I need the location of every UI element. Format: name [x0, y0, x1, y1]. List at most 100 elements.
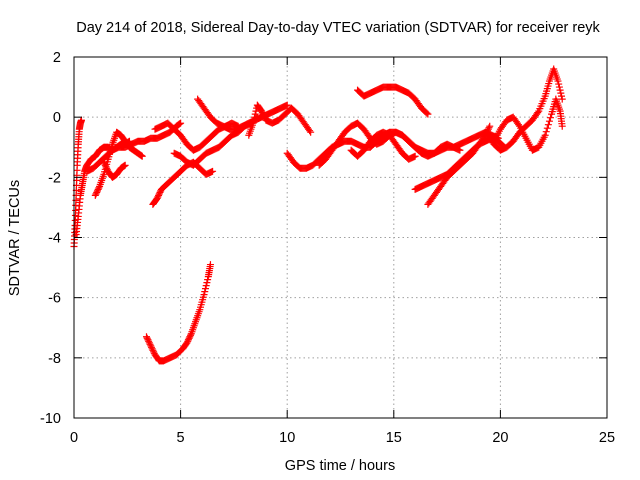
data-point [544, 121, 552, 129]
series-arc-2 [72, 137, 133, 238]
data-point [145, 337, 153, 345]
data-point [187, 331, 195, 339]
y-tick-label: -6 [48, 291, 61, 307]
data-point [541, 131, 549, 139]
data-point [456, 146, 464, 154]
data-point [202, 282, 210, 290]
data-point [184, 336, 192, 344]
chart-title: Day 214 of 2018, Sidereal Day-to-day VTE… [76, 20, 600, 36]
data-point [147, 343, 155, 351]
data-point [149, 346, 157, 354]
series-arc-9 [194, 95, 291, 133]
data-point [515, 121, 523, 129]
data-point [557, 89, 565, 97]
y-tick-label: 2 [53, 50, 61, 66]
data-point [206, 261, 214, 269]
data-point [155, 191, 163, 199]
data-point [424, 110, 432, 118]
data-point [485, 124, 493, 132]
data-point [153, 194, 161, 202]
data-point [486, 122, 494, 130]
data-point [184, 337, 192, 345]
data-point [250, 116, 258, 124]
y-axis-label: SDTVAR / TECUs [7, 180, 23, 296]
data-point [484, 125, 492, 133]
data-point [101, 161, 109, 169]
data-point [554, 77, 562, 85]
data-point [201, 285, 209, 293]
data-point [558, 92, 566, 100]
data-point [209, 167, 217, 175]
data-point [177, 119, 185, 127]
axes: 0 5 10 15 20 25 -10 -8 -6 -4 -2 0 2 [40, 50, 615, 446]
data-point [545, 117, 553, 125]
data-point [411, 152, 419, 160]
data-point [259, 110, 267, 118]
data-point [555, 80, 563, 88]
data-point [200, 291, 208, 299]
grid [74, 57, 607, 418]
data-point [148, 345, 156, 353]
data-point [204, 276, 212, 284]
data-point [144, 336, 152, 344]
data-point [185, 334, 193, 342]
data-point [93, 187, 101, 195]
x-tick-label: 0 [70, 430, 78, 446]
data-point [556, 86, 564, 94]
data-point [543, 124, 551, 132]
x-tick-label: 15 [386, 430, 402, 446]
data-point [94, 185, 102, 193]
data-point [95, 184, 103, 192]
data-point [258, 107, 266, 115]
data-point [103, 164, 111, 172]
data-point [201, 288, 209, 296]
data-point [91, 191, 99, 199]
series-arc-5 [100, 158, 129, 181]
data-point [186, 333, 194, 341]
series-arc-14 [347, 128, 419, 163]
series-arc-11 [245, 101, 315, 139]
data-point [102, 163, 110, 171]
y-tick-label: 0 [53, 110, 61, 126]
data-point [121, 161, 129, 169]
data-point [307, 128, 315, 136]
data-point [138, 152, 146, 160]
x-tick-label: 10 [279, 430, 295, 446]
data-point [77, 116, 85, 124]
data-point [183, 339, 191, 347]
data-point [423, 109, 431, 117]
data-point [101, 160, 109, 168]
data-point [260, 113, 268, 121]
data-point [93, 188, 101, 196]
data-point [146, 340, 154, 348]
data-point [283, 101, 291, 109]
series-arc-10 [142, 261, 214, 365]
series-arc-13 [315, 119, 464, 169]
data-point [251, 110, 259, 118]
data-point [542, 128, 550, 136]
data-point [92, 190, 100, 198]
data-point [147, 342, 155, 350]
data-point [150, 348, 158, 356]
data-point [143, 334, 151, 342]
series-arc-17 [424, 122, 494, 208]
data-point [100, 158, 108, 166]
data-point [251, 113, 259, 121]
data-point [249, 119, 257, 127]
data-point [534, 109, 542, 117]
data-point [155, 190, 163, 198]
data-point [142, 333, 150, 341]
data-point [258, 109, 266, 117]
data-point [558, 122, 566, 130]
y-tick-label: -10 [40, 411, 61, 427]
data-points [70, 65, 566, 365]
series-arc-15 [354, 83, 432, 118]
series-arc-19 [490, 95, 566, 154]
data-point [306, 127, 314, 135]
x-tick-label: 20 [492, 430, 508, 446]
x-tick-label: 5 [177, 430, 185, 446]
data-point [145, 339, 153, 347]
data-point [555, 83, 563, 91]
y-tick-label: -8 [48, 351, 61, 367]
